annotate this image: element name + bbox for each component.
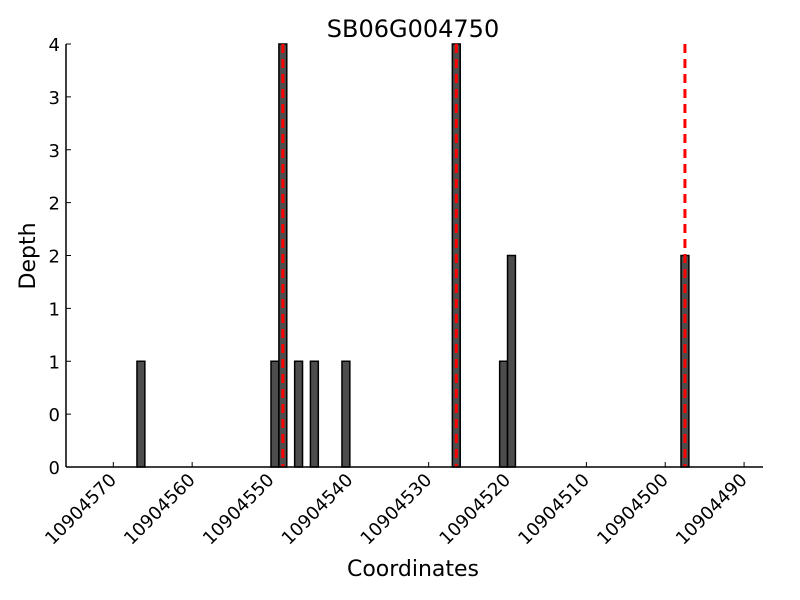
bar: [506, 254, 517, 468]
x-tick-label: 10904570: [41, 470, 121, 550]
y-tick-label: 2: [49, 247, 60, 268]
x-tick-label: 10904520: [435, 470, 515, 550]
y-tick-label: 3: [49, 141, 60, 162]
y-tick-label: 4: [49, 35, 60, 56]
x-tick-label: 10904510: [514, 470, 594, 550]
y-tick-label: 1: [49, 352, 60, 373]
x-tick-label: 10904540: [278, 470, 358, 550]
chart-title: SB06G004750: [327, 15, 499, 43]
x-tick-label: 10904550: [199, 470, 279, 550]
bar: [309, 360, 320, 468]
x-axis-label: Coordinates: [347, 557, 479, 582]
bar: [136, 360, 146, 468]
y-axis-label: Depth: [16, 222, 41, 289]
bar: [293, 360, 304, 468]
y-tick-label: 0: [49, 405, 60, 426]
x-tick-label: 10904490: [672, 470, 752, 550]
y-tick-label: 0: [49, 458, 60, 479]
bar: [341, 360, 351, 468]
y-tick-label: 1: [49, 299, 60, 320]
bar: [270, 360, 280, 468]
x-tick-label: 10904530: [357, 470, 437, 550]
x-tick-label: 10904500: [593, 470, 673, 550]
y-tick-label: 2: [49, 194, 60, 215]
y-tick-label: 3: [49, 88, 60, 109]
bar: [498, 360, 509, 468]
x-tick-label: 10904560: [120, 470, 200, 550]
